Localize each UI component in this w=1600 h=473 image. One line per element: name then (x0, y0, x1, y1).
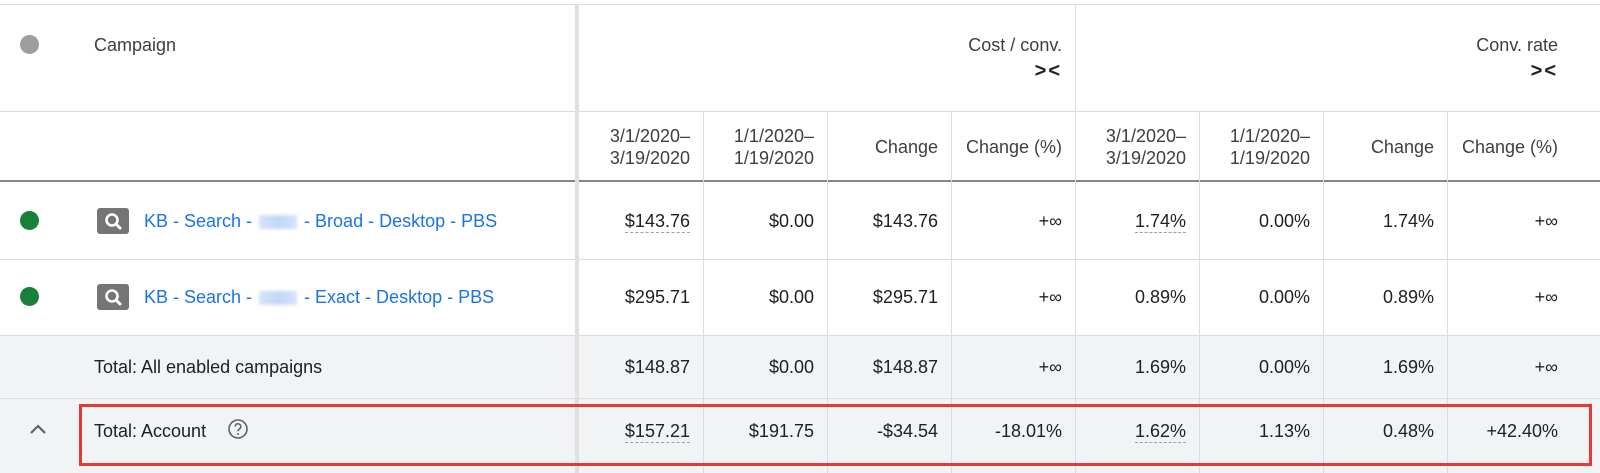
subcolumn-header-line: 3/1/2020– (609, 126, 690, 146)
cell-value: $0.00 (768, 287, 814, 307)
frozen-column-divider (575, 4, 579, 473)
cell-value[interactable]: 1.74% (1076, 210, 1186, 233)
conv-rate-group-header[interactable]: Conv. rate (1476, 35, 1558, 55)
divider (0, 4, 1600, 5)
divider (0, 259, 1600, 260)
subcolumn-header[interactable]: 1/1/2020– 1/19/2020 (704, 125, 814, 169)
total-cell-value: -18.01% (994, 421, 1062, 441)
cell-value: 0.89% (1134, 287, 1186, 307)
subcolumn-header-line: 1/19/2020 (733, 148, 814, 168)
campaign-name-prefix: KB - Search - (144, 211, 258, 231)
help-icon[interactable] (227, 418, 249, 445)
campaign-name-link[interactable]: KB - Search - - Broad - Desktop - PBS (144, 210, 497, 232)
group-divider (1075, 4, 1076, 473)
campaign-name-suffix: - Exact - Desktop - PBS (299, 287, 495, 307)
total-enabled-label: Total: All enabled campaigns (94, 357, 323, 377)
header-bottom-divider (0, 180, 1600, 182)
total-cell-value: $148.87 (624, 357, 690, 377)
subcolumn-header[interactable]: 3/1/2020– 3/19/2020 (580, 125, 690, 169)
cell-value: $0.00 (768, 211, 814, 231)
cell-text: 1.74% (1134, 211, 1186, 233)
subcolumn-header-line: 3/19/2020 (609, 148, 690, 168)
cell-value: +∞ (1038, 287, 1062, 307)
cell-text: $157.21 (624, 421, 690, 443)
column-divider (1199, 111, 1200, 473)
cell-value: $143.76 (872, 211, 938, 231)
expand-compare-toggle[interactable]: >< (1034, 60, 1062, 82)
cell-value: 0.00% (1258, 211, 1310, 231)
total-cell-value: -$34.54 (876, 421, 938, 441)
cell-text: $143.76 (624, 211, 690, 233)
cell-value: +∞ (1534, 287, 1558, 307)
expand-compare-toggle[interactable]: >< (1530, 60, 1558, 82)
campaign-name-link[interactable]: KB - Search - - Exact - Desktop - PBS (144, 286, 494, 308)
column-divider (827, 111, 828, 473)
subcolumn-header[interactable]: Change (1370, 137, 1434, 157)
subcolumn-header[interactable]: Change (%) (1461, 137, 1558, 157)
highlight-annotation-box (79, 404, 1592, 466)
status-dot-icon[interactable] (20, 35, 39, 54)
cell-value: 0.89% (1382, 287, 1434, 307)
redacted-text (259, 215, 298, 230)
subcolumn-header[interactable]: 3/1/2020– 3/19/2020 (1076, 125, 1186, 169)
subcolumn-header[interactable]: Change (%) (965, 137, 1062, 157)
enabled-status-icon[interactable] (20, 211, 39, 230)
subcolumn-header-line: 1/1/2020– (1229, 126, 1310, 146)
total-cell-value: 0.00% (1258, 357, 1310, 377)
cost-per-conv-group-header[interactable]: Cost / conv. (968, 35, 1062, 55)
campaign-name-suffix: - Broad - Desktop - PBS (299, 211, 498, 231)
search-icon (97, 284, 129, 310)
subcolumn-header-line: 3/19/2020 (1105, 148, 1186, 168)
cell-value: $295.71 (624, 287, 690, 307)
total-cell-value: 0.48% (1382, 421, 1434, 441)
subcolumn-header-line: 1/1/2020– (733, 126, 814, 146)
total-cell-value: $0.00 (768, 357, 814, 377)
total-cell-value: 1.13% (1258, 421, 1310, 441)
subcolumn-header-line: 3/1/2020– (1105, 126, 1186, 146)
total-cell-value: 1.69% (1382, 357, 1434, 377)
column-divider (1447, 111, 1448, 473)
total-cell-value: 1.69% (1134, 357, 1186, 377)
cell-value: +∞ (1038, 211, 1062, 231)
cell-value: +∞ (1534, 211, 1558, 231)
divider (0, 111, 1600, 112)
campaign-column-header[interactable]: Campaign (94, 35, 177, 55)
total-cell-value[interactable]: 1.62% (1076, 420, 1186, 443)
cell-value[interactable]: $143.76 (580, 210, 690, 233)
subcolumn-header-line: 1/19/2020 (1229, 148, 1310, 168)
column-divider (1323, 111, 1324, 473)
total-cell-value: $191.75 (748, 421, 814, 441)
total-account-label: Total: Account (94, 421, 207, 441)
total-cell-value: +∞ (1534, 357, 1558, 377)
total-cell-value: +∞ (1038, 357, 1062, 377)
enabled-status-icon[interactable] (20, 287, 39, 306)
cell-text: 1.62% (1134, 421, 1186, 443)
total-cell-value[interactable]: $157.21 (580, 420, 690, 443)
total-cell-value: $148.87 (872, 357, 938, 377)
column-divider (951, 111, 952, 473)
chevron-up-icon[interactable] (27, 418, 49, 445)
cell-value: $295.71 (872, 287, 938, 307)
redacted-text (259, 291, 298, 306)
column-divider (703, 111, 704, 473)
total-enabled-row-bg (0, 336, 1600, 398)
cell-value: 0.00% (1258, 287, 1310, 307)
subcolumn-header[interactable]: 1/1/2020– 1/19/2020 (1200, 125, 1310, 169)
divider (0, 398, 1600, 399)
divider (0, 335, 1600, 336)
cell-value: 1.74% (1382, 211, 1434, 231)
subcolumn-header[interactable]: Change (874, 137, 938, 157)
total-cell-value: +42.40% (1486, 421, 1558, 441)
search-icon (97, 208, 129, 234)
total-account-row-bg (0, 398, 1600, 473)
campaign-name-prefix: KB - Search - (144, 287, 258, 307)
